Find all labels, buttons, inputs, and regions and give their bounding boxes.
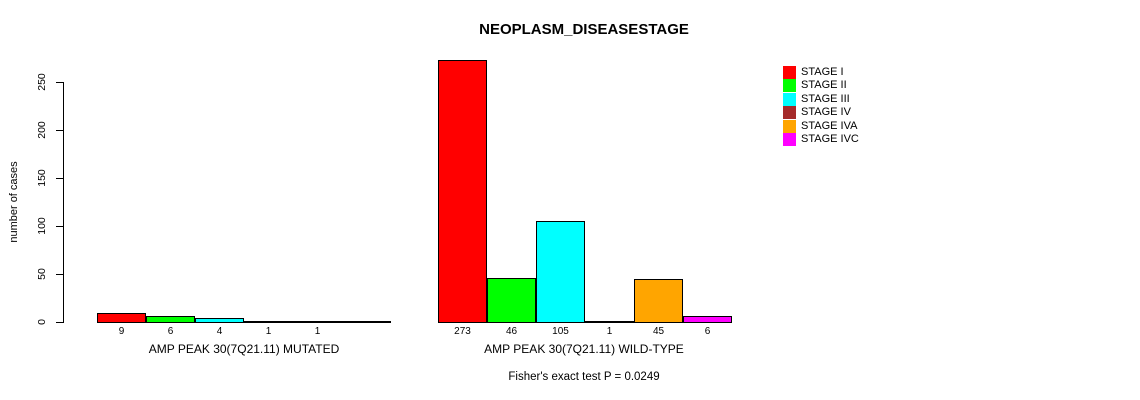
legend-swatch (783, 79, 796, 93)
bar-value-label: 1 (606, 326, 613, 337)
legend-swatch (783, 92, 796, 106)
bar-value-label: 1 (265, 326, 272, 337)
legend-label: STAGE IV (801, 106, 851, 119)
bar-value-label: 4 (216, 326, 223, 337)
legend-item: STAGE IVC (783, 133, 859, 146)
group-label-mutated: AMP PEAK 30(7Q21.11) MUTATED (148, 342, 340, 356)
legend-item: STAGE II (783, 79, 847, 93)
y-tick-mark (56, 177, 63, 179)
bar-value-label: 273 (454, 326, 471, 337)
bar-value-label: 45 (652, 326, 665, 337)
y-tick-mark (56, 273, 63, 275)
chart-title: NEOPLASM_DISEASESTAGE (479, 21, 689, 38)
bar-value-label: 46 (505, 326, 518, 337)
fisher-test-annotation: Fisher's exact test P = 0.0249 (508, 371, 660, 383)
y-tick-mark (56, 129, 63, 131)
bar-value-label: 105 (552, 326, 569, 337)
bar-stage-ii (146, 316, 195, 323)
bar-value-label: 6 (704, 326, 711, 337)
y-tick-mark (56, 225, 63, 227)
legend-item: STAGE III (783, 92, 850, 106)
y-axis-line (63, 82, 64, 323)
bar-value-label: 6 (167, 326, 174, 337)
bar-stage-iva (293, 321, 342, 323)
y-tick-label: 100 (36, 217, 48, 235)
legend-label: STAGE II (801, 79, 847, 92)
bar-value-label: 1 (314, 326, 321, 337)
bar-stage-iva (634, 279, 683, 323)
legend-item: STAGE I (783, 66, 844, 79)
bar-stage-ii (487, 278, 536, 323)
legend-swatch (783, 106, 796, 120)
legend-label: STAGE IVC (801, 133, 859, 145)
y-tick-label: 200 (36, 121, 48, 139)
bar-stage-i (97, 313, 146, 323)
bar-stage-i (438, 60, 487, 323)
y-tick-label: 150 (36, 169, 48, 187)
legend-swatch (783, 119, 796, 133)
legend-label: STAGE I (801, 66, 844, 78)
y-axis-label: number of cases (8, 161, 20, 243)
group-label-wild-type: AMP PEAK 30(7Q21.11) WILD-TYPE (484, 342, 684, 356)
y-tick-label: 0 (36, 319, 48, 325)
legend-swatch (783, 133, 796, 146)
bar-stage-iv (585, 321, 634, 323)
legend-item: STAGE IV (783, 106, 851, 120)
legend-item: STAGE IVA (783, 119, 858, 133)
legend-swatch (783, 66, 796, 79)
y-tick-label: 50 (36, 268, 48, 280)
y-tick-mark (56, 81, 63, 83)
legend-label: STAGE IVA (801, 119, 858, 132)
legend-label: STAGE III (801, 92, 850, 105)
bar-stage-iii (195, 318, 244, 323)
bar-value-label: 9 (118, 326, 125, 337)
bar-stage-iii (536, 221, 585, 323)
y-tick-mark (56, 321, 63, 323)
y-tick-label: 250 (36, 73, 48, 91)
bar-stage-iv (244, 321, 293, 323)
bar-stage-ivc (683, 316, 732, 323)
